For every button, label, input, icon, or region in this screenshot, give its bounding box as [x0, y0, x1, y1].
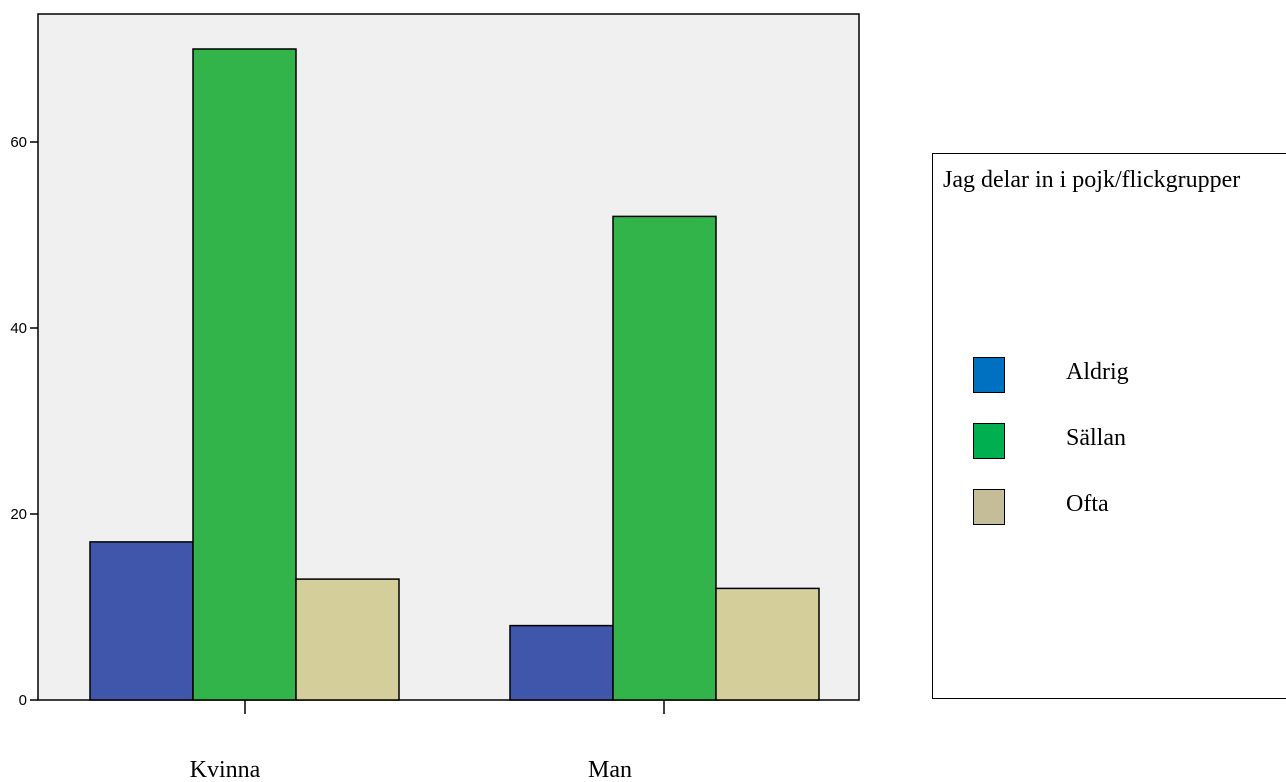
bar-chart: 0 20 40 60 Kvinna Man	[10, 13, 860, 782]
legend-label-ofta: Ofta	[1066, 491, 1109, 517]
legend-label-aldrig: Aldrig	[1066, 359, 1129, 385]
legend-item-ofta: Ofta	[973, 487, 1273, 525]
bar-man-aldrig	[509, 624, 614, 701]
legend-swatch-aldrig	[973, 357, 1005, 393]
legend-title: Jag delar in i pojk/flickgrupper	[943, 167, 1241, 193]
bars	[89, 48, 820, 701]
bar-man-sallan	[612, 215, 717, 701]
y-tick-label: 20	[10, 506, 27, 523]
y-axis: 0 20 40 60	[10, 134, 38, 709]
legend: Jag delar in i pojk/flickgrupper Aldrig …	[932, 153, 1286, 699]
legend-item-sallan: Sällan	[973, 421, 1273, 459]
y-tick-label: 0	[19, 692, 27, 709]
x-category-label: Man	[588, 757, 632, 782]
x-category-label: Kvinna	[190, 757, 261, 782]
bar-kvinna-aldrig	[89, 541, 194, 701]
bar-kvinna-ofta	[295, 578, 400, 701]
x-axis: Kvinna Man	[190, 700, 665, 782]
legend-swatch-ofta	[973, 489, 1005, 525]
y-tick-label: 60	[10, 134, 27, 151]
y-tick-label: 40	[10, 320, 27, 337]
legend-label-sallan: Sällan	[1066, 425, 1126, 451]
bar-man-ofta	[715, 587, 820, 701]
legend-item-aldrig: Aldrig	[973, 355, 1273, 393]
legend-swatch-sallan	[973, 423, 1005, 459]
bar-kvinna-sallan	[192, 48, 297, 701]
